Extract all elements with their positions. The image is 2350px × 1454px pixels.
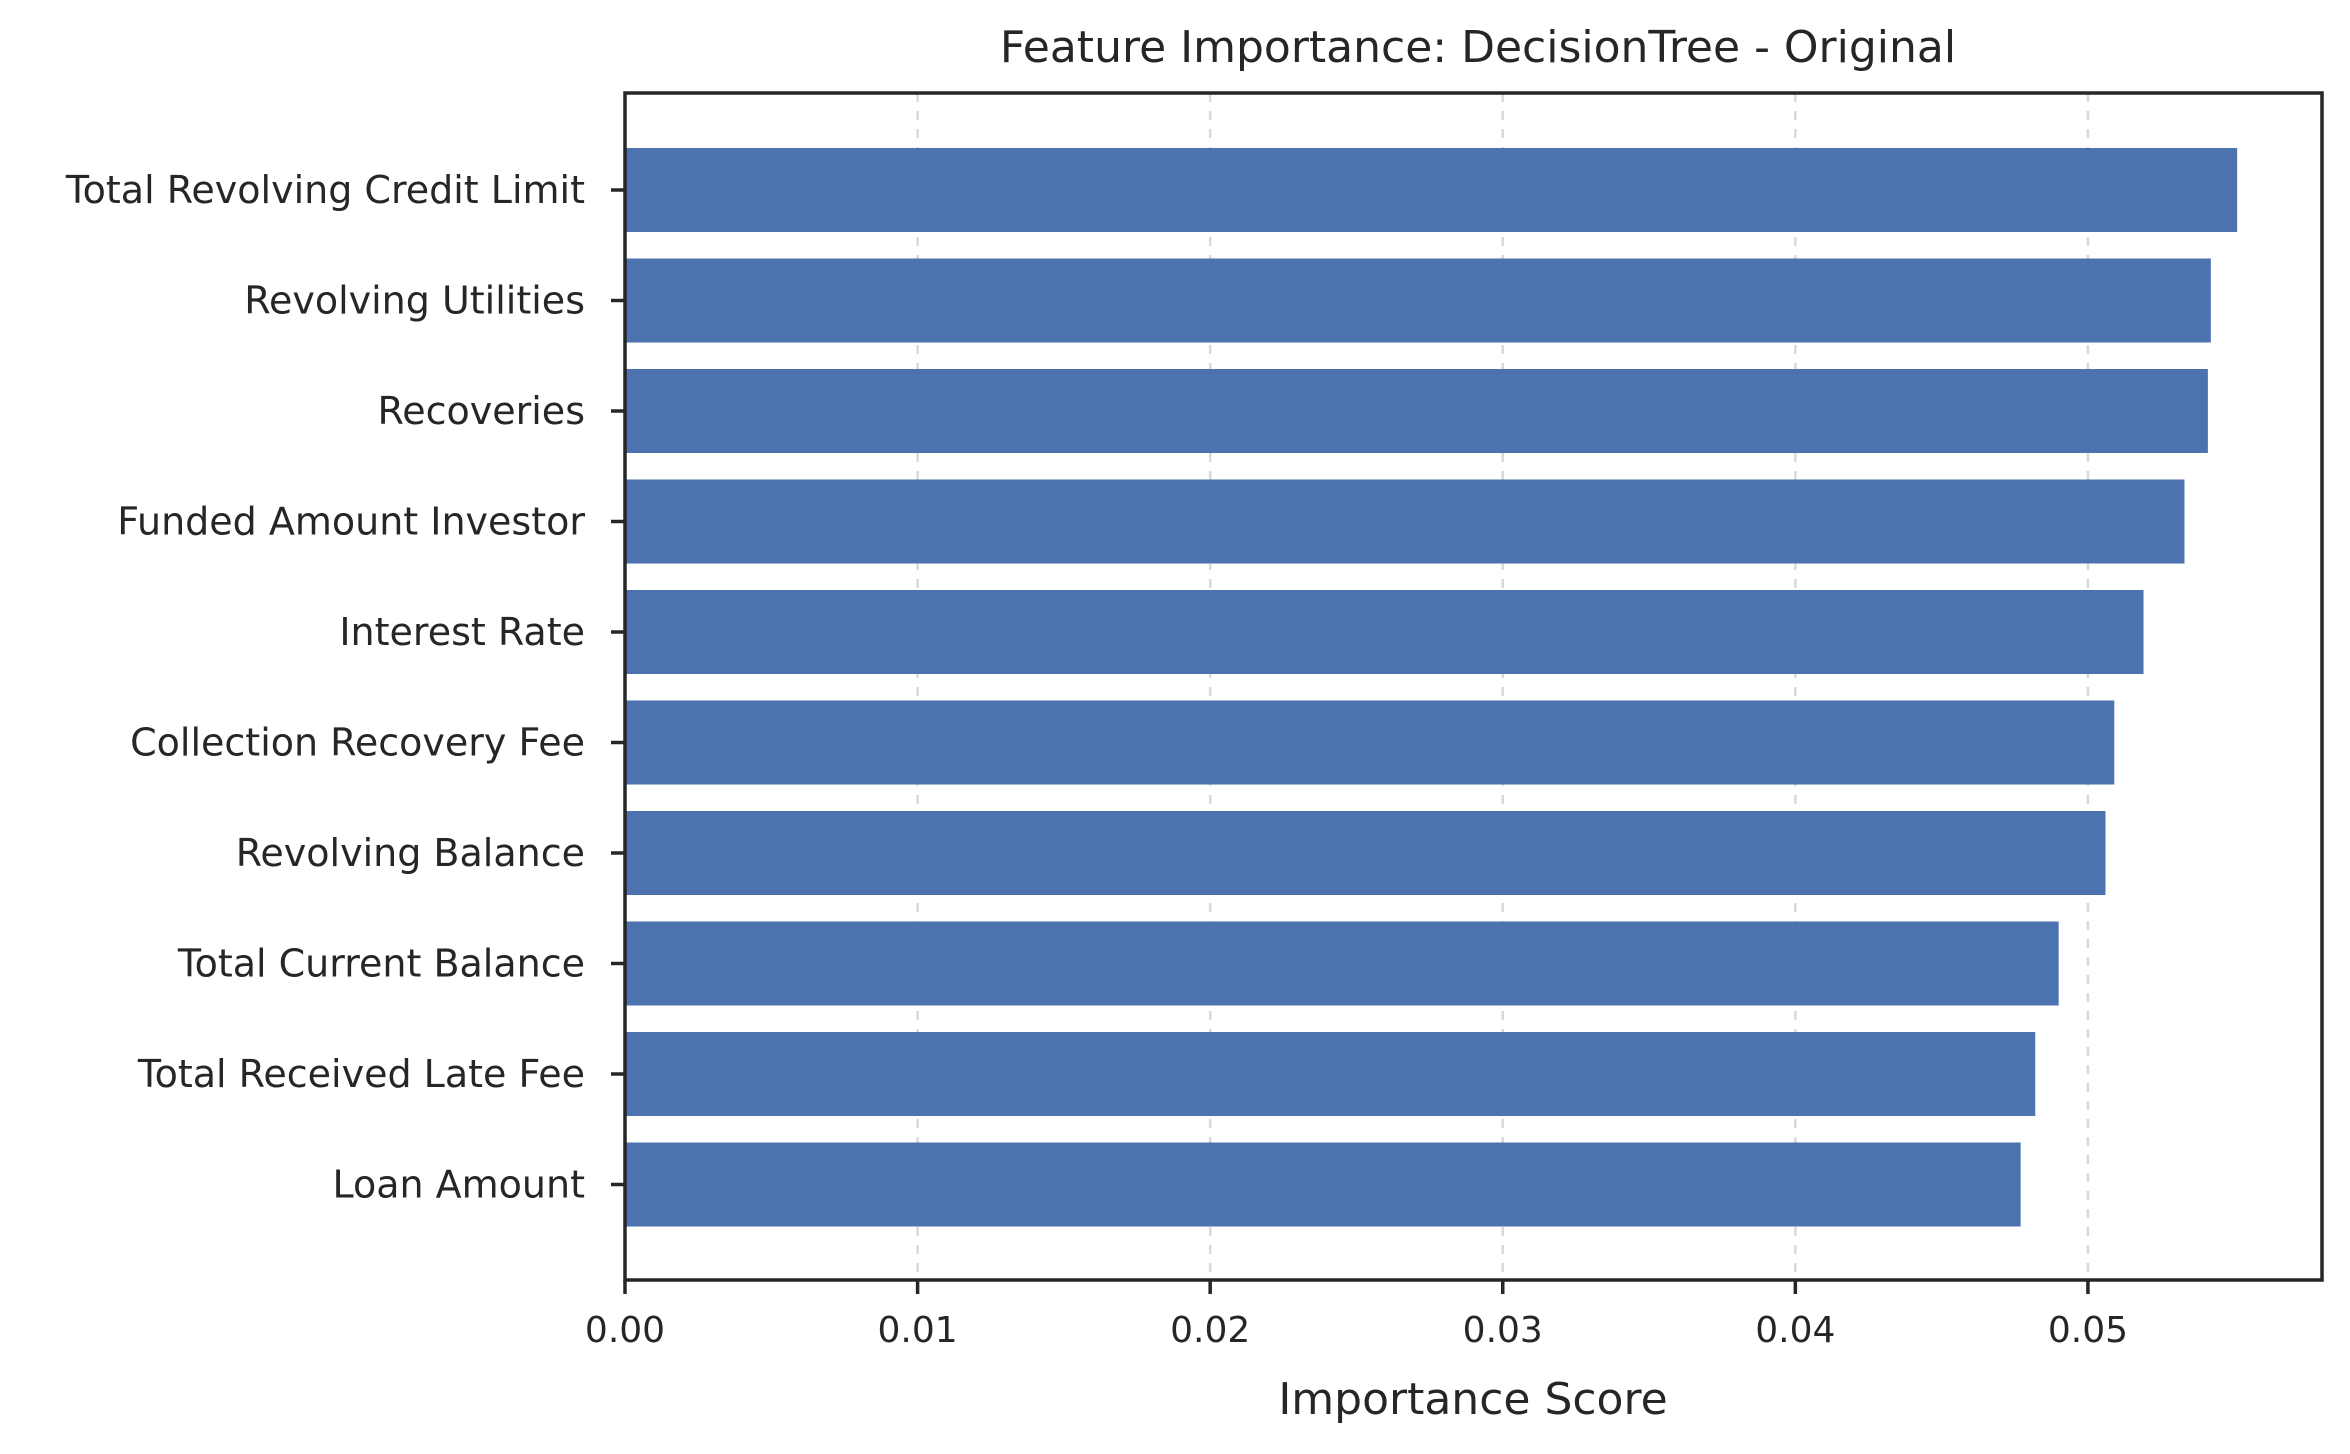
y-tick-label: Revolving Utilities [244,279,585,323]
bar [625,590,2144,674]
y-tick-label: Total Received Late Fee [137,1052,585,1096]
bar [625,700,2115,785]
bar [625,479,2185,564]
bar [625,148,2238,232]
y-axis-ticks: Total Revolving Credit Limit Revolving Ut… [65,168,625,1207]
bar [625,1032,2036,1116]
plot-frame [623,91,2324,1282]
bar [625,258,2211,343]
y-tick-label: Total Current Balance [177,942,585,986]
y-tick-label: Interest Rate [339,610,585,654]
y-tick-label: Loan Amount [332,1163,585,1207]
x-tick-label: 0.00 [585,1310,665,1351]
bar [625,811,2106,895]
y-tick-label: Total Revolving Credit Limit [65,168,585,212]
chart-title: Feature Importance: DecisionTree - Origi… [1000,22,1956,73]
bar [625,1142,2021,1227]
x-tick-label: 0.05 [2048,1310,2128,1351]
bar [625,369,2208,453]
x-axis-ticks: 0.00 0.01 0.02 0.03 0.04 0.05 [585,1280,2128,1351]
bars [625,148,2238,1227]
x-axis-label: Importance Score [1278,1374,1667,1425]
x-tick-label: 0.04 [1755,1310,1835,1351]
y-tick-label: Collection Recovery Fee [130,721,585,765]
y-tick-label: Revolving Balance [236,831,585,875]
x-tick-label: 0.01 [878,1310,958,1351]
y-tick-label: Recoveries [378,389,585,433]
bar [625,921,2059,1006]
x-tick-label: 0.03 [1463,1310,1543,1351]
x-tick-label: 0.02 [1170,1310,1250,1351]
y-tick-label: Funded Amount Investor [117,500,585,544]
